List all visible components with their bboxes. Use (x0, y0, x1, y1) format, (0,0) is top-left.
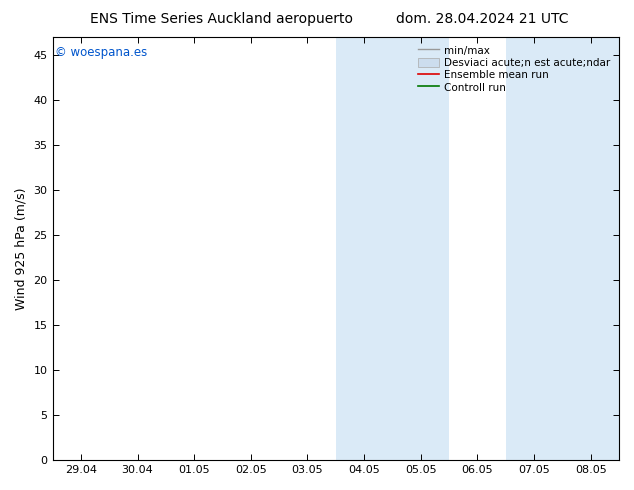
Y-axis label: Wind 925 hPa (m/s): Wind 925 hPa (m/s) (15, 187, 28, 310)
Bar (336, 37, 392, 460)
Text: © woespana.es: © woespana.es (55, 46, 148, 58)
Text: ENS Time Series Auckland aeropuerto: ENS Time Series Auckland aeropuerto (91, 12, 353, 26)
Bar (392, 37, 449, 460)
Text: dom. 28.04.2024 21 UTC: dom. 28.04.2024 21 UTC (396, 12, 568, 26)
Bar (562, 37, 619, 460)
Legend: min/max, Desviaci acute;n est acute;ndar, Ensemble mean run, Controll run: min/max, Desviaci acute;n est acute;ndar… (415, 42, 614, 96)
Bar (506, 37, 562, 460)
